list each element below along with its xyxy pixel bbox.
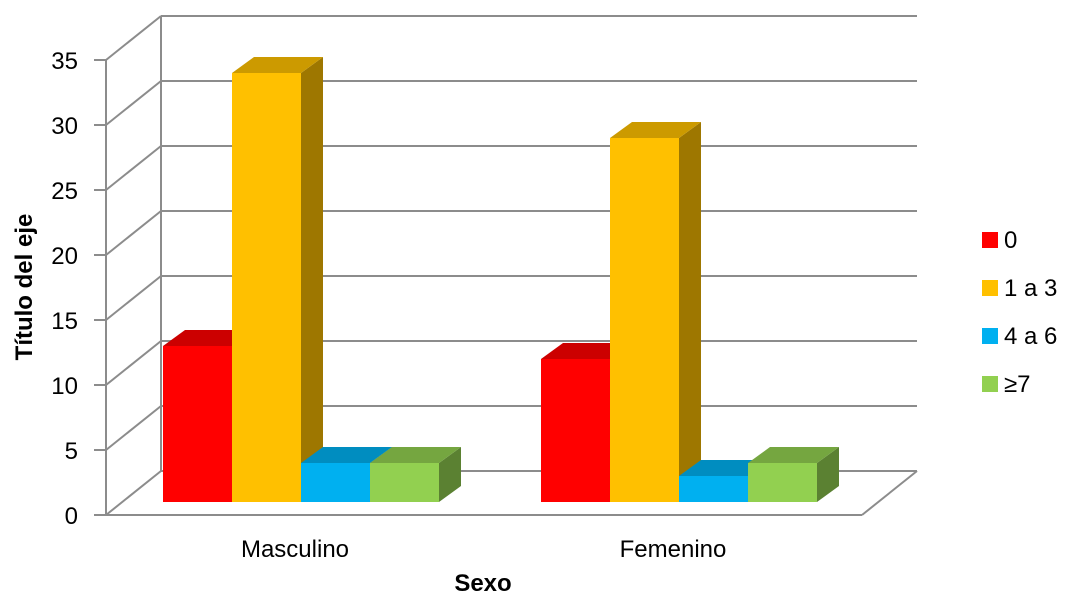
bar [748, 447, 839, 502]
bar-front [679, 476, 748, 502]
bar-front [370, 463, 439, 502]
bar-top [610, 122, 701, 138]
x-category-label: Masculino [241, 536, 349, 563]
side-wall-gridline [105, 275, 162, 321]
bar-front [610, 138, 679, 502]
legend-item: 0 [982, 227, 1017, 254]
bar-side [439, 447, 461, 502]
bars-layer [163, 57, 839, 502]
bar-top [301, 447, 392, 463]
side-wall-gridline [105, 210, 162, 256]
side-wall-gridline [105, 15, 162, 61]
side-wall-gridline [105, 470, 162, 516]
bar-front [748, 463, 817, 502]
floor-right-edge [861, 470, 918, 516]
bar-top [541, 343, 632, 359]
y-tick-label: 35 [51, 48, 78, 75]
y-tick-label: 5 [65, 438, 78, 465]
y-tick-label: 20 [51, 243, 78, 270]
legend: 0 1 a 3 4 a 6 ≥7 [982, 227, 1057, 398]
bar [610, 122, 701, 502]
side-wall-gridline [105, 340, 162, 386]
bar [370, 447, 461, 502]
side-wall-gridline [105, 80, 162, 126]
legend-label: ≥7 [1004, 371, 1031, 398]
bar-front [163, 346, 232, 502]
legend-item: ≥7 [982, 371, 1031, 398]
y-tick-label: 10 [51, 373, 78, 400]
x-category-label: Femenino [620, 536, 727, 563]
legend-swatch [982, 280, 998, 296]
side-wall-gridline [105, 405, 162, 451]
side-wall-gridline [105, 145, 162, 191]
bar-front [301, 463, 370, 502]
bar-side [817, 447, 839, 502]
y-axis-title: Título del eje [11, 214, 38, 361]
bar-top [163, 330, 254, 346]
legend-swatch [982, 232, 998, 248]
legend-label: 1 a 3 [1004, 275, 1057, 302]
y-tick-label: 0 [65, 503, 78, 530]
bar [232, 57, 323, 502]
bar-side [679, 122, 701, 502]
legend-item: 1 a 3 [982, 275, 1057, 302]
legend-swatch [982, 328, 998, 344]
bar-front [541, 359, 610, 502]
y-tick-label: 15 [51, 308, 78, 335]
y-tick-label: 25 [51, 178, 78, 205]
bar-top [679, 460, 770, 476]
bar-front [232, 73, 301, 502]
labels-layer: 0 5 10 15 20 25 30 35 Masculino Femenino [51, 48, 726, 563]
legend-label: 4 a 6 [1004, 323, 1057, 350]
bar-side [301, 57, 323, 502]
x-axis-title: Sexo [454, 570, 511, 597]
bar-top [232, 57, 323, 73]
legend-item: 4 a 6 [982, 323, 1057, 350]
bar-top [370, 447, 461, 463]
legend-label: 0 [1004, 227, 1017, 254]
bar-top [748, 447, 839, 463]
y-tick-label: 30 [51, 113, 78, 140]
legend-swatch [982, 376, 998, 392]
